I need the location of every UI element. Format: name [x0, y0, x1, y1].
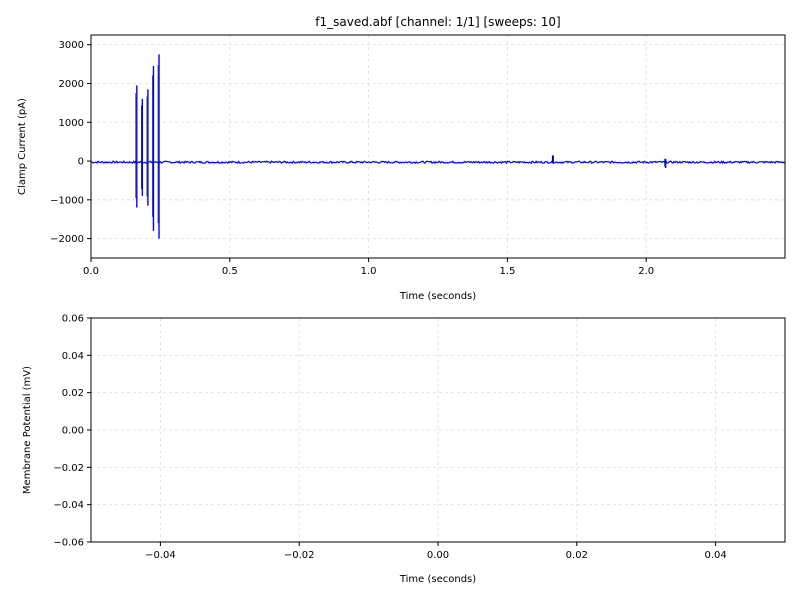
y-tick-label: −0.04: [53, 500, 84, 511]
y-tick-label: 0: [78, 157, 84, 168]
x-tick-label: 1.0: [361, 266, 377, 277]
ticks: 0.0 0.5 1.0 1.5 2.0 −2000 −1000 0 1000 2000 3000: [50, 40, 654, 277]
y-tick-label: 1000: [59, 118, 84, 129]
x-tick-label: −0.04: [145, 550, 176, 561]
data-layer: [90, 54, 786, 239]
x-tick-label: −0.02: [284, 550, 315, 561]
current-chart: f1_saved.abf [channel: 1/1] [sweeps: 10]…: [17, 15, 786, 302]
y-tick-label: 3000: [59, 40, 84, 51]
x-axis-label: Time (seconds): [399, 574, 476, 585]
y-tick-label: 0.06: [62, 314, 84, 325]
y-tick-label: 0.02: [62, 388, 84, 399]
y-tick-label: −0.02: [53, 463, 84, 474]
x-tick-label: 0.00: [427, 550, 449, 561]
x-tick-label: 2.0: [638, 266, 654, 277]
x-tick-label: 0.5: [222, 266, 238, 277]
current-trace: [90, 160, 786, 165]
x-tick-label: 1.5: [499, 266, 515, 277]
y-tick-label: 0.00: [62, 426, 84, 437]
y-axis-label: Membrane Potential (mV): [22, 366, 33, 494]
y-tick-label: 0.04: [62, 351, 84, 362]
x-tick-label: 0.0: [83, 266, 99, 277]
chart-title: f1_saved.abf [channel: 1/1] [sweeps: 10]: [315, 15, 560, 29]
x-axis-label: Time (seconds): [399, 291, 476, 302]
x-tick-label: 0.02: [566, 550, 588, 561]
y-tick-label: −0.06: [53, 538, 84, 549]
y-axis-label: Clamp Current (pA): [17, 98, 28, 195]
y-tick-label: −1000: [50, 195, 84, 206]
grid: [90, 35, 785, 258]
x-tick-label: 0.04: [704, 550, 726, 561]
y-tick-label: 2000: [59, 79, 84, 90]
plot-frame: [90, 34, 786, 259]
ticks: −0.04 −0.02 0.00 0.02 0.04 −0.06 −0.04 −0.02 0.0…: [53, 314, 726, 562]
y-tick-label: −2000: [50, 234, 84, 245]
membrane-chart: −0.04 −0.02 0.00 0.02 0.04 −0.06 −0.04 −0.02 0.0…: [22, 314, 786, 585]
